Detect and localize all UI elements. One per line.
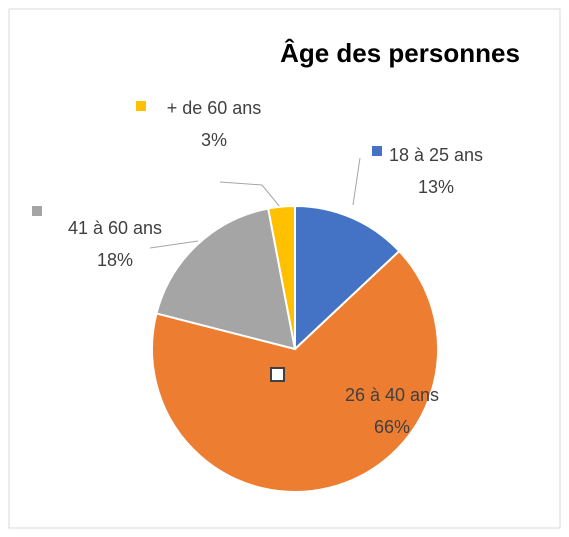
- leader-line: [149, 240, 199, 249]
- data-label-category: 18 à 25 ans: [388, 145, 484, 165]
- selection-handle: [270, 367, 285, 382]
- data-label-value: 3%: [200, 130, 227, 150]
- chart-title: Âge des personnes: [280, 38, 520, 68]
- data-label-category: + de 60 ans: [166, 98, 262, 118]
- data-label-category: 26 à 40 ans: [344, 385, 440, 405]
- data-label-category: 41 à 60 ans: [67, 218, 163, 238]
- legend-key: [32, 206, 42, 216]
- leader-line: [219, 181, 281, 208]
- pie-slice: [267, 204, 296, 350]
- data-label-value: 66%: [373, 417, 411, 437]
- legend-key: [372, 146, 382, 156]
- leader-line: [352, 157, 361, 206]
- data-label-value: 13%: [417, 177, 455, 197]
- pie-slice: [151, 249, 439, 493]
- pie-slice: [155, 207, 297, 351]
- pie-slice: [294, 204, 401, 352]
- legend-key: [136, 101, 146, 111]
- data-label-value: 18%: [96, 250, 134, 270]
